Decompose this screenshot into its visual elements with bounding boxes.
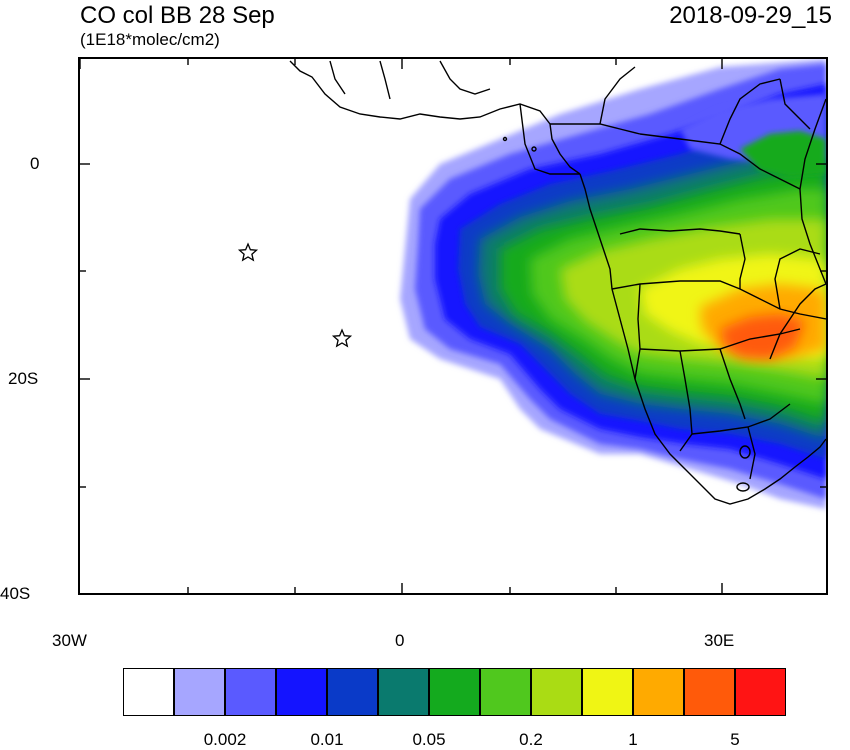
colorbar-label: 0.05 xyxy=(412,730,446,749)
lat-label-40s: 40S xyxy=(0,584,31,603)
map-panel xyxy=(78,57,828,595)
star-marker xyxy=(331,328,353,348)
colorbar-swatch xyxy=(582,668,633,716)
colorbar-swatch xyxy=(225,668,276,716)
colorbar-label: 0.2 xyxy=(519,730,543,749)
colorbar-swatch xyxy=(633,668,684,716)
colorbar-label: 1 xyxy=(628,730,638,749)
units-label: (1E18*molec/cm2) xyxy=(80,30,220,49)
colorbar-swatch xyxy=(735,668,786,716)
colorbar-swatch xyxy=(429,668,480,716)
colorbar-label: 0.002 xyxy=(203,730,247,749)
colorbar-swatch xyxy=(327,668,378,716)
lon-label-30w: 30W xyxy=(52,631,87,650)
lat-label-20s: 20S xyxy=(8,369,39,388)
coastlines-borders xyxy=(289,60,826,505)
star-markers xyxy=(237,242,353,348)
lat-label-0: 0 xyxy=(30,154,40,173)
tick-marks xyxy=(80,59,826,593)
colorbar-swatch xyxy=(531,668,582,716)
colorbar-swatch xyxy=(480,668,531,716)
lon-label-30e: 30E xyxy=(704,631,735,650)
map-title: CO col BB 28 Sep xyxy=(80,2,275,29)
timestamp: 2018-09-29_15 xyxy=(669,2,832,29)
star-marker xyxy=(237,242,259,262)
colorbar-swatch xyxy=(123,668,174,716)
colorbar-swatch xyxy=(276,668,327,716)
co-concentration-field xyxy=(400,59,826,509)
colorbar-label: 5 xyxy=(730,730,740,749)
colorbar-swatch xyxy=(684,668,735,716)
colorbar-label: 0.01 xyxy=(310,730,344,749)
colorbar-swatch xyxy=(378,668,429,716)
lon-label-0: 0 xyxy=(395,631,405,650)
colorbar-swatch xyxy=(174,668,225,716)
map-canvas xyxy=(80,59,826,593)
